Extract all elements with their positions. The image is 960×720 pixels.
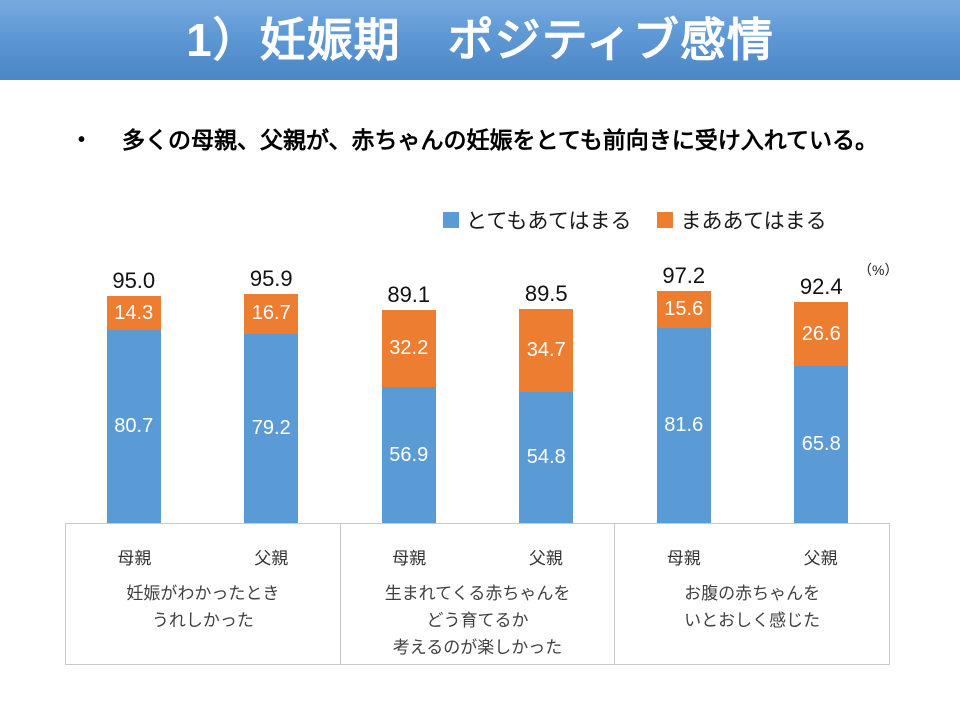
- bar-group-2: 89.1 32.2 56.9 89.5 34.7 54.8: [340, 281, 615, 523]
- bar-total-label: 92.4: [799, 274, 843, 300]
- chart-legend: とてもあてはまる まああてはまる: [443, 205, 827, 235]
- bar-total-label: 89.1: [387, 282, 431, 308]
- segment-value-label: 79.2: [251, 416, 291, 439]
- segment-very: 81.6: [656, 328, 711, 523]
- axis-label-mother: 母親: [392, 549, 427, 568]
- unit-label: （%）: [858, 262, 899, 278]
- segment-somewhat: 32.2: [381, 310, 436, 388]
- segment-value-label: 56.9: [389, 443, 429, 466]
- bar-total-label: 95.9: [249, 265, 293, 291]
- stacked-bar-mother-2: 89.1 32.2 56.9: [381, 282, 436, 523]
- bar-group-3: 97.2 15.6 81.6 92.4 26.6 65.8: [615, 263, 890, 523]
- axis-label-mother: 母親: [666, 549, 701, 568]
- segment-somewhat: 14.3: [106, 295, 161, 331]
- legend-label-somewhat: まああてはまる: [680, 210, 827, 233]
- segment-somewhat: 15.6: [656, 290, 711, 328]
- segment-value-label: 65.8: [801, 432, 841, 455]
- segment-value-label: 32.2: [389, 337, 429, 360]
- segment-very: 56.9: [381, 387, 436, 523]
- stacked-bar-mother-3: 97.2 15.6 81.6: [656, 263, 711, 523]
- segment-value-label: 15.6: [664, 297, 704, 320]
- category-text-1: 妊娠がわかったとき うれしかった: [126, 584, 280, 630]
- segment-value-label: 54.8: [526, 446, 566, 468]
- page-title: 1）妊娠期 ポジティブ感情: [186, 14, 774, 66]
- legend-swatch-blue-icon: [443, 212, 459, 228]
- segment-very: 79.2: [244, 333, 299, 523]
- category-cell-1: 母親 父親 妊娠がわかったとき うれしかった: [66, 524, 341, 664]
- segment-value-label: 14.3: [114, 301, 154, 324]
- segment-very: 65.8: [794, 365, 849, 523]
- legend-item-somewhat: まああてはまる: [657, 205, 827, 235]
- stacked-bar-father-3: 92.4 26.6 65.8: [794, 274, 849, 523]
- stacked-bar-mother-1: 95.0 14.3 80.7: [106, 268, 161, 523]
- segment-somewhat: 34.7: [519, 309, 574, 392]
- stacked-bar-chart: 95.0 14.3 80.7 95.9 16.7 79.2 89.1 32.2 …: [65, 263, 890, 523]
- bar-group-1: 95.0 14.3 80.7 95.9 16.7 79.2: [65, 266, 340, 523]
- segment-value-label: 81.6: [664, 414, 704, 436]
- axis-label-father: 父親: [528, 549, 563, 568]
- segment-very: 54.8: [519, 392, 574, 523]
- segment-value-label: 34.7: [526, 339, 566, 362]
- segment-somewhat: 16.7: [244, 293, 299, 334]
- category-cell-3: 母親 父親 お腹の赤ちゃんを いとおしく感じた: [615, 524, 889, 664]
- bar-total-label: 97.2: [662, 262, 706, 288]
- legend-swatch-orange-icon: [657, 212, 674, 228]
- bar-total-label: 95.0: [112, 267, 156, 293]
- category-cell-2: 母親 父親 生まれてくる赤ちゃんを どう育てるか 考えるのが楽しかった: [341, 524, 616, 664]
- bullet-point: • 多くの母親、父親が、赤ちゃんの妊娠をとても前向きに受け入れている。: [78, 124, 878, 156]
- legend-item-very: とてもあてはまる: [443, 205, 631, 235]
- segment-value-label: 26.6: [801, 322, 841, 345]
- axis-label-father: 父親: [254, 549, 289, 568]
- stacked-bar-father-1: 95.9 16.7 79.2: [244, 266, 299, 523]
- stacked-bar-father-2: 89.5 34.7 54.8: [519, 281, 574, 523]
- segment-very: 80.7: [106, 330, 161, 523]
- category-axis-box: 母親 父親 妊娠がわかったとき うれしかった 母親 父親 生まれてくる赤ちゃんを…: [65, 523, 890, 665]
- legend-label-very: とてもあてはまる: [466, 210, 632, 233]
- title-banner: 1）妊娠期 ポジティブ感情: [0, 0, 960, 80]
- category-text-3: お腹の赤ちゃんを いとおしく感じた: [684, 584, 821, 630]
- bullet-text: 多くの母親、父親が、赤ちゃんの妊娠をとても前向きに受け入れている。: [122, 127, 879, 153]
- segment-somewhat: 26.6: [794, 302, 849, 366]
- axis-label-father: 父親: [803, 549, 838, 568]
- bar-total-label: 89.5: [524, 281, 568, 307]
- segment-value-label: 80.7: [114, 415, 154, 438]
- segment-value-label: 16.7: [251, 302, 291, 325]
- axis-label-mother: 母親: [117, 549, 152, 568]
- category-text-2: 生まれてくる赤ちゃんを どう育てるか 考えるのが楽しかった: [384, 584, 571, 657]
- bullet-marker: •: [78, 129, 86, 151]
